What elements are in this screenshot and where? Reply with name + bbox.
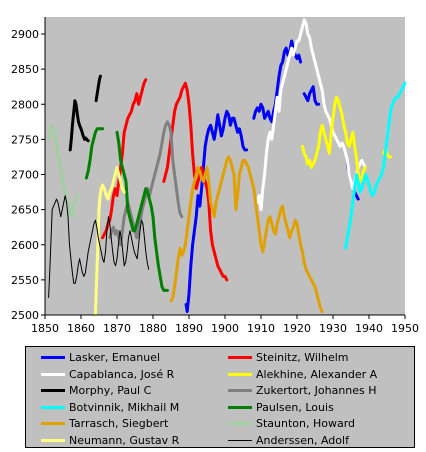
y-tick-label: 2700 xyxy=(11,169,39,182)
axis-layer: 2500 2550 2600 2650 2700 2750 2800 2850 2900 1850… xyxy=(11,17,419,335)
x-tick-label: 1870 xyxy=(103,322,131,335)
x-tick-label: 1850 xyxy=(31,322,59,335)
legend-label: Botvinnik, Mikhail M xyxy=(69,400,180,414)
legend-label: Anderssen, Adolf xyxy=(256,433,349,447)
series-line-3 xyxy=(255,18,367,212)
legend-swatch xyxy=(41,372,65,376)
series-line-6 xyxy=(108,120,184,247)
x-tick-label: 1860 xyxy=(67,322,95,335)
series-line-12 xyxy=(48,195,150,298)
y-tick-label: 2850 xyxy=(11,63,39,76)
series-line-7 xyxy=(344,81,407,250)
legend-swatch xyxy=(41,438,65,442)
series-line-8 xyxy=(84,127,169,292)
y-tick-label: 2750 xyxy=(11,133,39,146)
legend-swatch xyxy=(228,356,252,359)
legend-label: Staunton, Howard xyxy=(256,417,356,430)
y-tick-label: 2500 xyxy=(11,309,39,322)
legend-label: Steinitz, Wilhelm xyxy=(256,351,349,364)
legend-label: Morphy, Paul C xyxy=(69,384,152,397)
legend-swatch xyxy=(41,356,65,359)
y-tick-label: 2650 xyxy=(11,204,39,217)
y-tick-label: 2550 xyxy=(11,274,39,287)
legend-swatch xyxy=(228,422,252,425)
legend-label: Tarrasch, Siegbert xyxy=(69,417,169,430)
legend: Lasker, Emanuel Steinitz, Wilhelm Capablan… xyxy=(25,346,415,448)
legend-swatch xyxy=(228,405,252,409)
y-tick-label: 2800 xyxy=(11,98,39,111)
legend-swatch xyxy=(41,405,65,409)
x-tick-label: 1890 xyxy=(175,322,203,335)
x-tick-label: 1940 xyxy=(355,322,383,335)
legend-label: Zukertort, Johannes H xyxy=(256,384,377,397)
x-tick-label: 1880 xyxy=(139,322,167,335)
legend-label: Paulsen, Louis xyxy=(256,400,334,414)
series-line-11 xyxy=(93,166,126,317)
x-tick-label: 1920 xyxy=(283,322,311,335)
legend-label: Capablanca, José R xyxy=(69,367,175,381)
legend-swatch xyxy=(41,422,65,425)
legend-label: Neumann, Gustav R xyxy=(69,433,180,447)
y-tick-label: 2600 xyxy=(11,239,39,252)
x-tick-label: 1950 xyxy=(391,322,419,335)
chart-svg: 2500 2550 2600 2650 2700 2750 2800 2850 2900 1850… xyxy=(11,17,419,335)
legend-label: Alekhine, Alexander A xyxy=(256,367,378,381)
x-tick-label: 1900 xyxy=(211,322,239,335)
x-tick-label: 1930 xyxy=(319,322,347,335)
legend-swatch xyxy=(228,439,252,441)
series-layer xyxy=(47,18,407,317)
y-tick-label: 2900 xyxy=(11,28,39,41)
legend-swatch xyxy=(41,389,65,392)
legend-swatch xyxy=(228,372,252,376)
legend-swatch xyxy=(228,389,252,392)
legend-label: Lasker, Emanuel xyxy=(69,351,161,364)
series-line-1 xyxy=(184,39,360,313)
series-line-9 xyxy=(169,155,324,313)
x-tick-label: 1910 xyxy=(247,322,275,335)
series-line-5 xyxy=(68,74,102,152)
series-line-10 xyxy=(47,123,79,219)
